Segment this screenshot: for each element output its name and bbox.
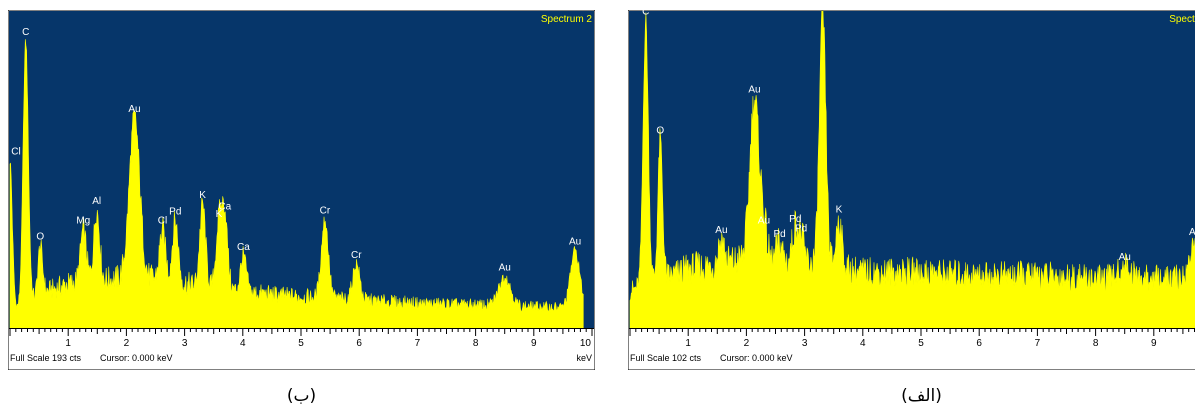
peak-label: Au <box>758 216 770 227</box>
x-tick-label: 6 <box>356 338 362 349</box>
x-tick-label: 2 <box>124 338 130 349</box>
x-tick-label: 7 <box>1035 338 1041 349</box>
full-scale-readout: Full Scale 193 cts <box>10 353 82 363</box>
full-scale-readout: Full Scale 102 cts <box>630 353 702 363</box>
peak-label: Pd <box>795 224 807 235</box>
cursor-readout: Cursor: 0.000 keV <box>100 353 173 363</box>
peak-label: Al <box>92 196 101 207</box>
peak-label: Cl <box>11 147 20 158</box>
x-tick-label: 3 <box>182 338 188 349</box>
x-tick-label: 10 <box>580 338 592 349</box>
peak-label: Au <box>1189 227 1195 238</box>
peak-label: Cr <box>320 205 331 216</box>
peak-label: Cr <box>351 250 362 261</box>
spectrum-panel-right: COAuAuAuPdPdPdKKAuAuSpectrum12345678910F… <box>628 10 1195 370</box>
peak-label: Ca <box>218 201 231 212</box>
peak-label: C <box>22 27 29 38</box>
peak-label: Au <box>499 262 511 273</box>
peak-label: Pd <box>169 207 181 218</box>
x-tick-label: 3 <box>802 338 808 349</box>
peak-label: Au <box>569 237 581 248</box>
x-tick-label: 2 <box>744 338 750 349</box>
peak-label: C <box>642 10 649 18</box>
peak-label: O <box>36 232 44 243</box>
x-tick-label: 8 <box>1093 338 1099 349</box>
caption-left: (ب) <box>286 386 317 406</box>
peak-label: O <box>656 126 664 137</box>
x-tick-label: 5 <box>918 338 924 349</box>
x-tick-label: 1 <box>685 338 691 349</box>
peak-label: Pd <box>789 214 801 225</box>
x-tick-label: 9 <box>1151 338 1157 349</box>
x-tick-label: 4 <box>240 338 246 349</box>
peak-label: Au <box>715 225 727 236</box>
peak-label: Ca <box>237 242 250 253</box>
x-tick-label: 4 <box>860 338 866 349</box>
peak-label: K <box>216 209 223 220</box>
x-unit-label: keV <box>576 353 592 363</box>
peak-label: K <box>199 190 206 201</box>
spectrum-title: Spectrum <box>1169 14 1195 25</box>
peak-label: Pd <box>773 229 785 240</box>
peak-label: K <box>836 205 843 216</box>
x-tick-label: 7 <box>415 338 421 349</box>
peak-label: Au <box>128 104 140 115</box>
x-tick-label: 8 <box>473 338 479 349</box>
peak-label: Au <box>748 85 760 96</box>
peak-label: Cl <box>158 216 167 227</box>
x-tick-label: 1 <box>65 338 71 349</box>
peak-label: Au <box>1119 252 1131 263</box>
x-tick-label: 6 <box>976 338 982 349</box>
spectrum-title: Spectrum 2 <box>541 14 593 25</box>
peak-label: Mg <box>76 216 90 227</box>
eds-spectrum-chart-right: COAuAuAuPdPdPdKKAuAuSpectrum12345678910F… <box>628 10 1195 370</box>
x-tick-label: 5 <box>298 338 304 349</box>
spectrum-trace <box>9 39 584 329</box>
x-tick-label: 9 <box>531 338 537 349</box>
caption-right: (الف) <box>901 386 942 406</box>
cursor-readout: Cursor: 0.000 keV <box>720 353 793 363</box>
spectrum-trace <box>629 10 1195 329</box>
